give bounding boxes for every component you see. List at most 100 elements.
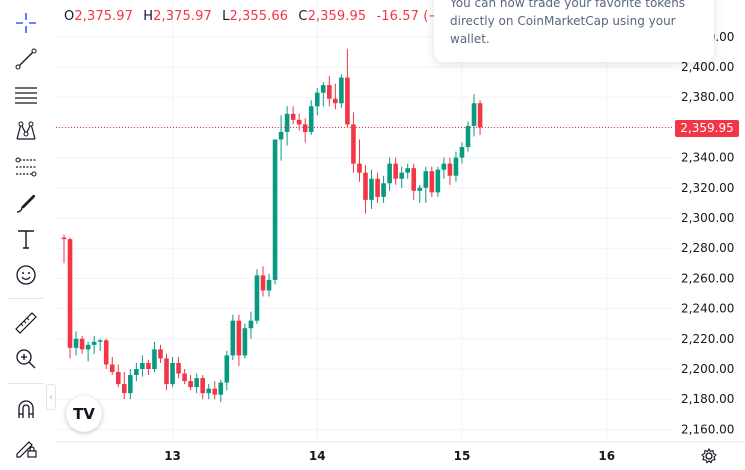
popup-line: wallet. <box>450 32 490 46</box>
ohlc-legend: O2,375.97 H2,375.97 L2,355.66 C2,359.95 … <box>64 9 458 24</box>
trend-line-icon[interactable] <box>8 44 44 74</box>
ruler-icon[interactable] <box>8 308 44 338</box>
x-tick-label: 15 <box>454 449 471 463</box>
candle-body <box>387 163 392 184</box>
candle-body <box>103 340 109 365</box>
candle-body <box>339 77 344 104</box>
candle <box>158 344 163 363</box>
zoom-in-icon[interactable] <box>8 344 44 374</box>
close-key: C <box>298 9 308 24</box>
drawing-toolbar <box>0 0 52 470</box>
candle-body <box>411 168 417 191</box>
trade-promo-popup: You can now trade your favorite tokens d… <box>434 0 714 62</box>
y-tick-label: 2,240.00 <box>681 302 734 316</box>
y-tick-label: 2,280.00 <box>681 241 734 255</box>
toolbar-collapse-handle[interactable]: ‹ <box>46 384 56 410</box>
candle-body <box>393 163 398 179</box>
candle-body <box>459 147 465 158</box>
candle-body <box>73 338 79 348</box>
y-tick-label: 2,220.00 <box>681 332 734 346</box>
settings-icon[interactable] <box>700 447 718 465</box>
text-icon[interactable] <box>8 224 44 254</box>
candle-body <box>302 124 308 132</box>
candle <box>122 372 127 400</box>
candle-body <box>206 388 212 394</box>
lock-drawing-icon[interactable] <box>8 432 44 462</box>
candle <box>61 234 67 264</box>
last-price-tag: 2,359.95 <box>675 120 739 137</box>
change-value: -16.57 (−0. <box>376 9 453 24</box>
candle <box>128 369 133 400</box>
candle <box>351 112 356 173</box>
candle <box>441 157 447 179</box>
emoji-icon[interactable] <box>8 260 44 290</box>
candle-body <box>345 77 350 125</box>
magnet-icon[interactable] <box>8 394 44 424</box>
candle-body <box>266 279 272 291</box>
candle-body <box>200 378 205 394</box>
y-tick-label: 2,320.00 <box>681 181 734 195</box>
candle <box>242 323 248 359</box>
candle <box>206 384 212 400</box>
popup-line: directly on CoinMarketCap using your <box>450 14 676 28</box>
candle-body <box>218 382 224 395</box>
candle <box>176 356 181 379</box>
candle-body <box>284 113 290 132</box>
crosshair-icon[interactable] <box>8 8 44 38</box>
candle <box>411 163 417 200</box>
candle <box>182 369 187 385</box>
y-tick-label: 2,200.00 <box>681 362 734 376</box>
candle-body <box>429 171 435 193</box>
x-tick-label: 14 <box>309 449 326 463</box>
candle <box>134 362 139 382</box>
candle <box>387 157 392 191</box>
candle-body <box>224 355 230 383</box>
candle <box>363 165 368 214</box>
candle <box>224 350 230 391</box>
fib-retracement-icon[interactable] <box>8 152 44 182</box>
candle <box>170 356 175 388</box>
candle <box>164 353 169 391</box>
candle <box>260 266 266 297</box>
candle-body <box>61 237 67 240</box>
candle-body <box>308 106 314 132</box>
low-value: 2,355.66 <box>229 9 289 24</box>
candle-body <box>320 85 326 93</box>
candle <box>471 94 477 137</box>
candle <box>320 82 326 107</box>
candle <box>369 169 374 209</box>
candle-body <box>477 103 483 128</box>
high-value: 2,375.97 <box>153 9 212 24</box>
tradingview-logo[interactable]: TV <box>66 396 102 432</box>
candle <box>381 175 386 203</box>
brush-icon[interactable] <box>8 188 44 218</box>
candle-body <box>152 349 157 369</box>
y-tick-label: 2,340.00 <box>681 151 734 165</box>
candle <box>435 166 441 197</box>
candle-body <box>248 320 254 329</box>
toolbar-separator <box>8 298 44 299</box>
horizontal-lines-icon[interactable] <box>8 80 44 110</box>
x-tick-label: 16 <box>598 449 615 463</box>
candle-body <box>236 320 242 356</box>
candle-body <box>230 320 236 356</box>
candle-body <box>182 373 187 382</box>
candle-body <box>435 169 441 193</box>
candle-body <box>67 239 73 348</box>
candle-body <box>471 103 477 126</box>
candle <box>429 166 435 197</box>
candle-body <box>176 362 181 374</box>
candle-body <box>296 119 302 125</box>
candle-body <box>314 92 320 107</box>
candle <box>399 166 404 188</box>
candle-body <box>447 163 453 176</box>
candle <box>477 100 483 135</box>
popup-line: You can now trade your favorite tokens <box>450 0 686 10</box>
pattern-icon[interactable] <box>8 116 44 146</box>
candle <box>423 166 429 203</box>
low-key: L <box>222 9 230 24</box>
candle <box>200 375 205 400</box>
candle-body <box>333 98 338 104</box>
candle-body <box>85 344 91 350</box>
